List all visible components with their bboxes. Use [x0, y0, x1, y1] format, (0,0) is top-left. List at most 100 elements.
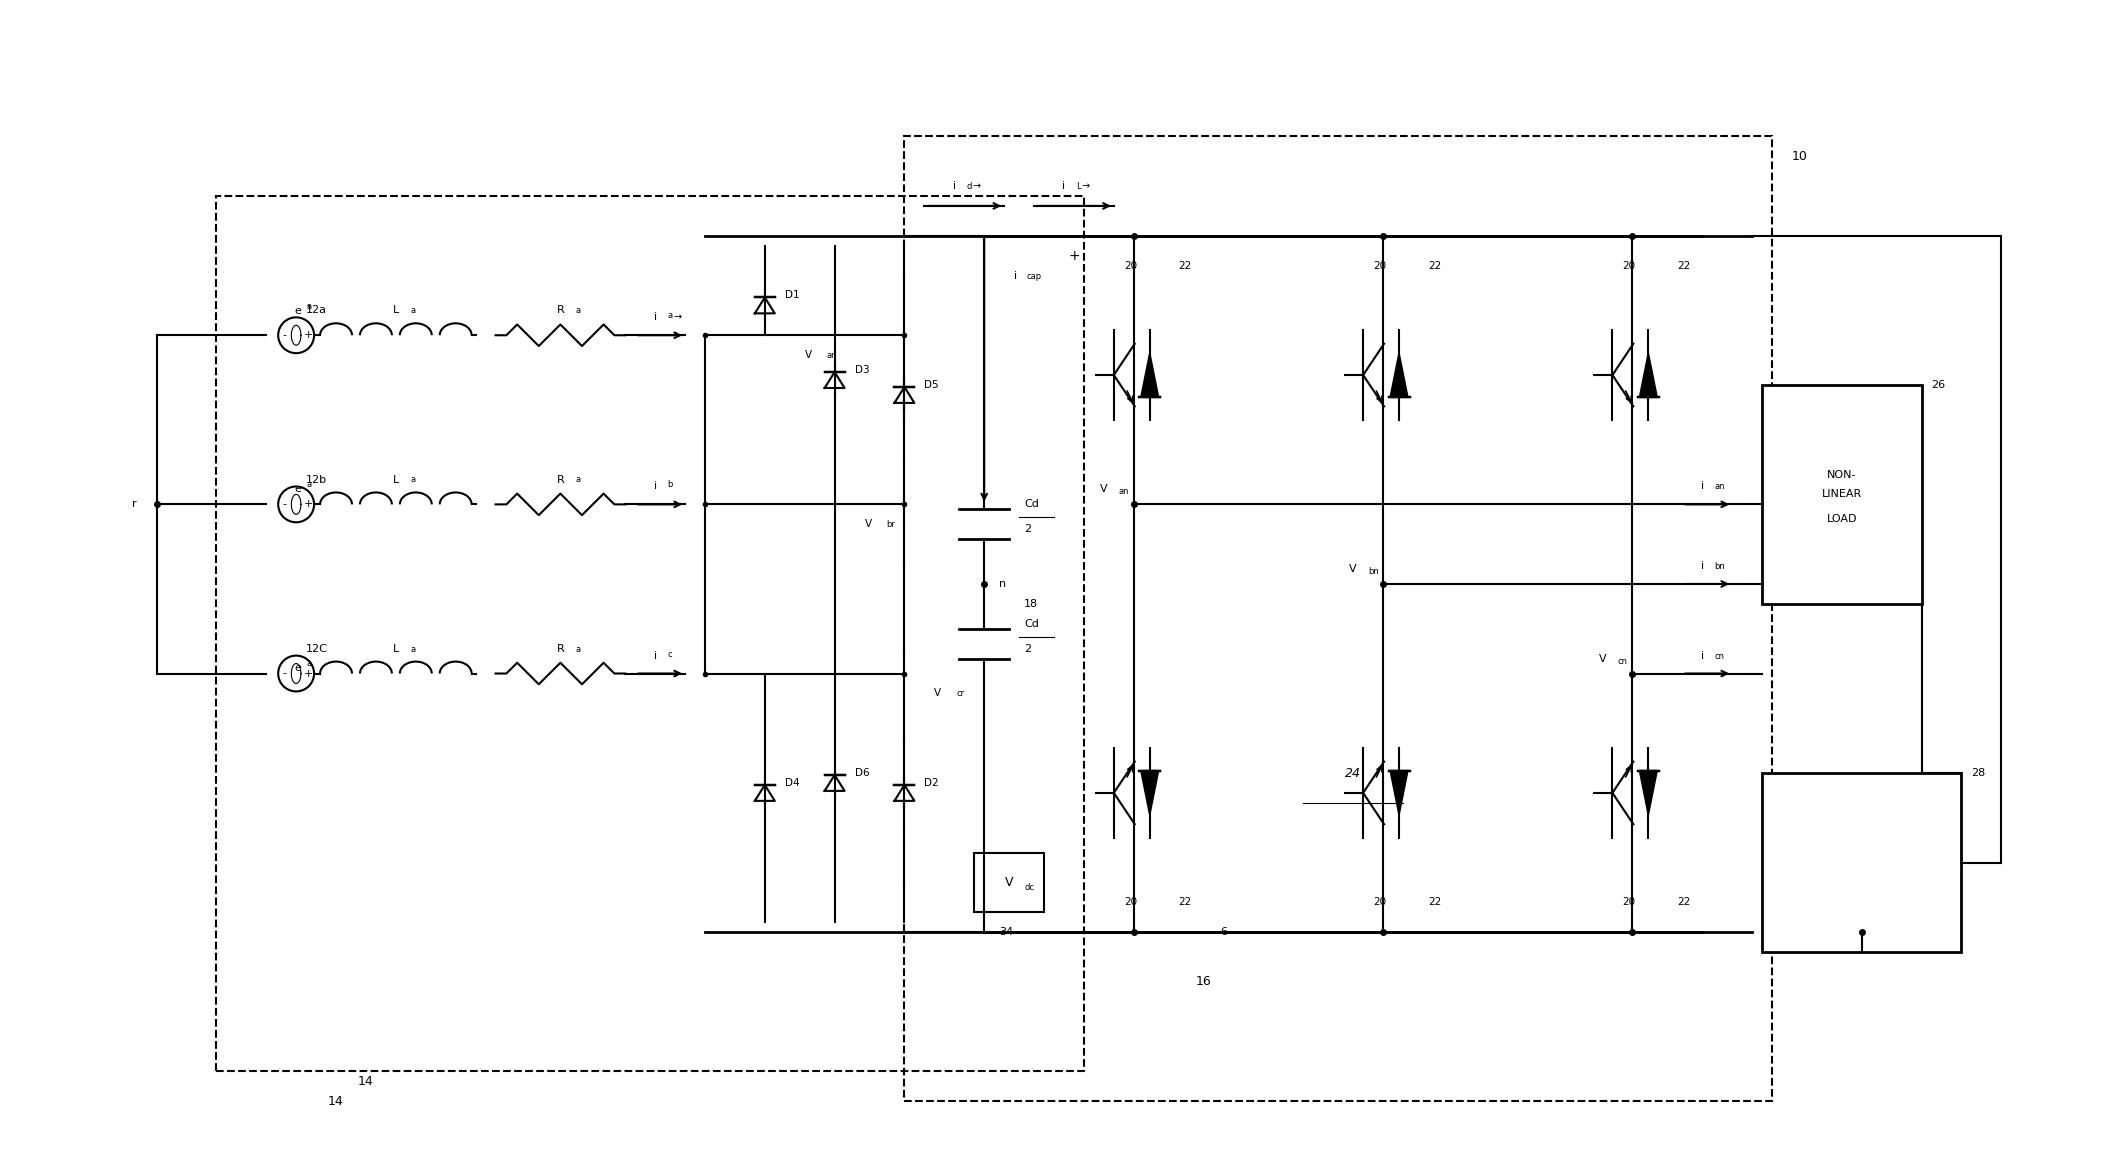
Text: a: a — [575, 645, 580, 653]
Text: i: i — [1701, 651, 1703, 660]
Text: a: a — [575, 307, 580, 315]
Text: cn: cn — [1617, 657, 1627, 666]
Text: D3: D3 — [854, 365, 868, 375]
Text: 20: 20 — [1124, 261, 1136, 271]
Text: V: V — [1006, 875, 1014, 889]
Text: 22: 22 — [1678, 897, 1691, 908]
Text: 12a: 12a — [306, 306, 327, 315]
Text: 20: 20 — [1372, 897, 1387, 908]
Text: V: V — [1100, 484, 1107, 494]
Text: →: → — [972, 181, 980, 191]
Text: 2: 2 — [1024, 525, 1031, 534]
Text: i: i — [1701, 482, 1703, 491]
Text: D6: D6 — [854, 768, 868, 778]
Text: 20: 20 — [1623, 897, 1636, 908]
Text: +: + — [1069, 249, 1079, 263]
Text: NON-: NON- — [1828, 469, 1857, 479]
Polygon shape — [1389, 353, 1408, 397]
Text: D5: D5 — [925, 380, 938, 390]
Text: cr: cr — [957, 689, 963, 698]
Text: an: an — [1119, 488, 1130, 497]
Text: dc: dc — [1024, 884, 1035, 893]
Text: 18: 18 — [1024, 599, 1039, 609]
Bar — [1762, 384, 1922, 603]
Text: V: V — [805, 350, 812, 360]
Text: R: R — [557, 306, 565, 315]
Text: i: i — [653, 313, 658, 322]
Text: 16: 16 — [1195, 975, 1212, 989]
Text: L: L — [392, 306, 398, 315]
Text: 22: 22 — [1427, 897, 1442, 908]
Text: 20: 20 — [1124, 897, 1136, 908]
Text: cap: cap — [1027, 271, 1041, 280]
Text: 22: 22 — [1427, 261, 1442, 271]
Text: br: br — [887, 520, 896, 529]
Polygon shape — [1140, 353, 1159, 397]
Text: bn: bn — [1368, 567, 1379, 576]
Text: a: a — [666, 312, 672, 321]
Text: 10: 10 — [1792, 149, 1809, 162]
Bar — [904, 137, 1773, 1101]
Text: 22: 22 — [1178, 897, 1191, 908]
Text: 12C: 12C — [306, 644, 329, 653]
Text: 20: 20 — [1623, 261, 1636, 271]
Text: D4: D4 — [784, 778, 799, 787]
Text: 28: 28 — [1971, 768, 1986, 778]
Text: V: V — [934, 688, 942, 698]
Text: i: i — [1062, 181, 1065, 191]
Bar — [974, 852, 1043, 913]
Text: a: a — [306, 659, 312, 667]
Text: V: V — [1349, 564, 1358, 574]
Polygon shape — [1640, 353, 1657, 397]
Text: +: + — [304, 668, 312, 679]
Polygon shape — [1140, 770, 1159, 815]
Text: i: i — [953, 181, 955, 191]
Text: ar: ar — [826, 351, 835, 360]
Text: →: → — [672, 313, 681, 322]
Text: e: e — [295, 662, 301, 673]
Text: 26: 26 — [1931, 380, 1946, 390]
Text: 12b: 12b — [306, 475, 327, 484]
Text: V: V — [1598, 653, 1606, 664]
Text: 22: 22 — [1178, 261, 1191, 271]
Text: Cd: Cd — [1024, 499, 1039, 510]
Text: e: e — [295, 484, 301, 494]
Polygon shape — [1389, 770, 1408, 815]
Text: 14: 14 — [329, 1094, 344, 1108]
Text: i: i — [1701, 562, 1703, 571]
Text: n: n — [999, 579, 1006, 589]
Text: d: d — [965, 182, 972, 191]
Text: e: e — [295, 307, 301, 316]
Text: L: L — [392, 644, 398, 653]
Text: b: b — [666, 481, 672, 490]
Text: 22: 22 — [1678, 261, 1691, 271]
Text: c: c — [666, 650, 672, 659]
Text: L: L — [392, 475, 398, 484]
Text: 14: 14 — [358, 1075, 373, 1087]
Text: a: a — [575, 476, 580, 484]
Text: 2: 2 — [1024, 644, 1031, 653]
Bar — [1762, 774, 1960, 952]
Text: V: V — [864, 519, 871, 529]
Text: a: a — [411, 645, 415, 653]
Text: +: + — [304, 330, 312, 340]
Text: 20: 20 — [1372, 261, 1387, 271]
Text: i: i — [1014, 271, 1018, 280]
Polygon shape — [1640, 770, 1657, 815]
Text: 6: 6 — [1221, 928, 1227, 937]
Text: →: → — [1081, 181, 1090, 191]
Bar — [217, 196, 1084, 1071]
Text: +: + — [304, 499, 312, 510]
Text: a: a — [306, 481, 312, 490]
Text: -: - — [282, 499, 287, 510]
Text: Cd: Cd — [1024, 618, 1039, 629]
Text: bn: bn — [1714, 562, 1724, 571]
Text: cn: cn — [1714, 652, 1724, 660]
Text: LINEAR: LINEAR — [1821, 490, 1861, 499]
Text: LOAD: LOAD — [1826, 514, 1857, 525]
Text: 34: 34 — [999, 928, 1014, 937]
Text: -: - — [282, 668, 287, 679]
Text: an: an — [1714, 483, 1724, 491]
Text: D1: D1 — [784, 291, 799, 300]
Text: i: i — [653, 482, 658, 491]
